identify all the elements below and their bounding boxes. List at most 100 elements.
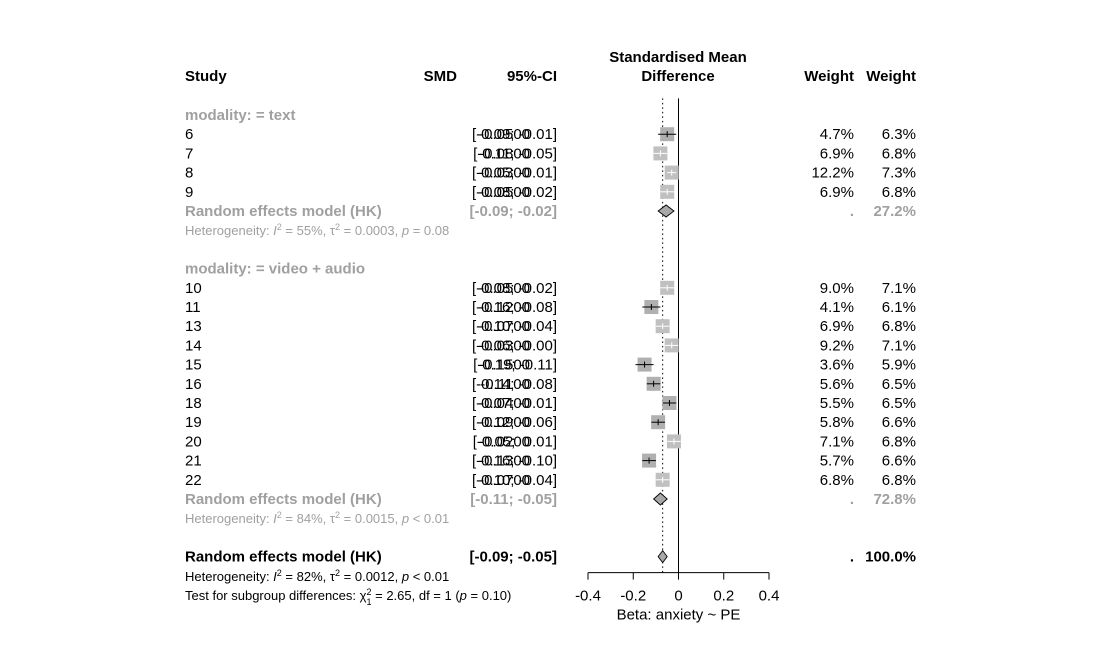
study-row: 15 -0.1500[-0.19; -0.11] 3.6% 5.9%	[185, 357, 916, 374]
study-row: 19 -0.0900[-0.12; -0.06] 5.8% 6.6%	[185, 414, 916, 431]
study-row: 21 -0.1300[-0.16; -0.10] 5.7% 6.6%	[185, 453, 916, 470]
study-id: 22	[185, 472, 202, 489]
study-smd: -0.0800	[479, 145, 530, 162]
study-smd: -0.1100	[480, 376, 530, 393]
study-weight-2: 6.6%	[882, 453, 916, 470]
study-ci: [-0.12; -0.06]	[472, 414, 557, 431]
subgroup-test: Test for subgroup differences: χ2 1 = 2.6…	[185, 587, 511, 607]
study-ci: [-0.08; -0.02]	[472, 280, 557, 297]
study-weight-2: 6.1%	[882, 299, 916, 316]
subgroup-heterogeneity: Heterogeneity: I2 = 84%, τ2 = 0.0015, p …	[185, 510, 449, 526]
study-row: 8 -0.0300[-0.05; -0.01] 12.2% 7.3%	[185, 165, 916, 182]
subgroup-model-ci: [-0.09; -0.02]	[469, 203, 557, 220]
header-smd: SMD	[424, 68, 458, 85]
subgroup-model-ci: [-0.11; -0.05]	[470, 491, 557, 508]
study-weight-2: 6.8%	[882, 472, 916, 489]
study-ci: [-0.19; -0.11]	[473, 357, 557, 374]
study-weight-1: 3.6%	[820, 357, 854, 374]
study-row: 18 -0.0400[-0.07; -0.01] 5.5% 6.5%	[185, 395, 916, 412]
study-smd: -0.1500	[479, 357, 530, 374]
study-weight-2: 6.3%	[882, 126, 916, 143]
study-weight-2: 6.8%	[882, 145, 916, 162]
study-weight-1: 7.1%	[820, 433, 854, 450]
study-id: 13	[185, 318, 202, 335]
study-smd: -0.0700	[479, 472, 530, 489]
study-weight-1: 12.2%	[811, 165, 854, 182]
study-weight-2: 6.5%	[882, 376, 916, 393]
overall-model-ci: [-0.09; -0.05]	[469, 549, 557, 566]
study-weight-1: 5.7%	[820, 453, 854, 470]
study-weight-1: 6.9%	[820, 184, 854, 201]
overall-heterogeneity: Heterogeneity: I2 = 82%, τ2 = 0.0012, p …	[185, 568, 449, 584]
study-row: 16 -0.1100[-0.14; -0.08] 5.6% 6.5%	[185, 376, 916, 393]
study-weight-1: 6.9%	[820, 318, 854, 335]
header-weight-1: Weight	[804, 68, 854, 85]
x-axis-label: Beta: anxiety ~ PE	[617, 607, 741, 624]
study-weight-1: 9.2%	[820, 337, 854, 354]
subgroup-label: modality: = text	[185, 107, 295, 124]
study-id: 11	[185, 299, 201, 316]
study-ci: [-0.14; -0.08]	[472, 376, 557, 393]
study-weight-2: 6.5%	[882, 395, 916, 412]
header-plot-title-line1: Standardised Mean	[609, 49, 747, 66]
overall-model-weight-2: 100.0%	[865, 549, 916, 566]
study-row: 10 -0.0500[-0.08; -0.02] 9.0% 7.1%	[185, 280, 916, 297]
x-tick-label: 0.4	[759, 588, 780, 605]
table-header: Study SMD 95%-CI Standardised Mean Diffe…	[185, 49, 916, 85]
header-weight-2: Weight	[866, 68, 916, 85]
study-ci: [-0.05; -0.01]	[472, 165, 557, 182]
study-weight-1: 9.0%	[820, 280, 854, 297]
subgroup-model-weight-1: .	[850, 491, 854, 508]
study-smd: -0.0200	[479, 433, 530, 450]
study-id: 10	[185, 280, 202, 297]
study-weight-2: 6.8%	[882, 184, 916, 201]
study-smd: -0.0300	[479, 337, 530, 354]
x-tick-label: 0.2	[713, 588, 734, 605]
overall-diamond	[657, 549, 668, 564]
subgroup-heterogeneity: Heterogeneity: I2 = 55%, τ2 = 0.0003, p …	[185, 222, 449, 238]
study-weight-1: 5.8%	[820, 414, 854, 431]
study-ci: [-0.09; -0.01]	[472, 126, 557, 143]
subgroup-model-label: Random effects model (HK)	[185, 203, 382, 220]
study-ci: [-0.10; -0.04]	[472, 472, 557, 489]
study-smd: -0.0900	[479, 414, 530, 431]
study-ci: [-0.08; -0.02]	[472, 184, 557, 201]
subgroup-model-label: Random effects model (HK)	[185, 491, 382, 508]
study-ci: [-0.06; -0.00]	[472, 337, 557, 354]
study-id: 18	[185, 395, 202, 412]
study-row: 14 -0.0300[-0.06; -0.00] 9.2% 7.1%	[185, 337, 916, 354]
study-smd: -0.0300	[479, 165, 530, 182]
study-smd: -0.0500	[479, 126, 530, 143]
study-row: 9 -0.0500[-0.08; -0.02] 6.9% 6.8%	[185, 184, 916, 201]
x-tick-label: 0	[674, 588, 682, 605]
study-row: 13 -0.0700[-0.10; -0.04] 6.9% 6.8%	[185, 318, 916, 335]
study-weight-2: 5.9%	[882, 357, 916, 374]
study-ci: [-0.05; 0.01]	[473, 433, 557, 450]
study-weight-1: 4.1%	[820, 299, 854, 316]
study-smd: -0.1200	[479, 299, 530, 316]
subgroup-model-weight-1: .	[850, 203, 854, 220]
study-ci: [-0.16; -0.10]	[472, 453, 557, 470]
study-weight-1: 5.6%	[820, 376, 854, 393]
study-smd: -0.0700	[479, 318, 530, 335]
study-smd: -0.1300	[479, 453, 530, 470]
study-weight-1: 4.7%	[820, 126, 854, 143]
study-id: 20	[185, 433, 202, 450]
study-id: 7	[185, 145, 193, 162]
study-id: 21	[185, 453, 202, 470]
x-tick-label: -0.2	[620, 588, 646, 605]
study-id: 15	[185, 357, 202, 374]
header-study: Study	[185, 68, 227, 85]
study-weight-1: 5.5%	[820, 395, 854, 412]
study-ci: [-0.07; -0.01]	[472, 395, 557, 412]
study-id: 19	[185, 414, 202, 431]
study-row: 7 -0.0800[-0.11; -0.05] 6.9% 6.8%	[185, 145, 916, 162]
study-smd: -0.0400	[479, 395, 530, 412]
study-weight-2: 7.1%	[882, 280, 916, 297]
subgroup-diamond	[652, 492, 668, 506]
overall-model-label: Random effects model (HK)	[185, 549, 382, 566]
subgroup-model-weight-2: 27.2%	[873, 203, 916, 220]
study-row: 6 -0.0500[-0.09; -0.01] 4.7% 6.3%	[185, 126, 916, 143]
